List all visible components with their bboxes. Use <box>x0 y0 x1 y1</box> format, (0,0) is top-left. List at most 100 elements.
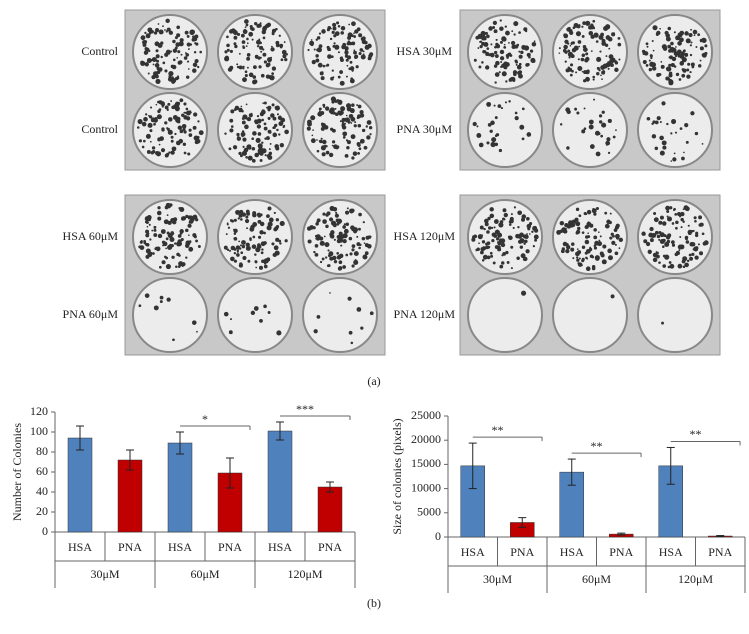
colony <box>140 35 146 41</box>
x-tick-label: PNA <box>218 540 242 554</box>
colony <box>279 45 283 49</box>
colony <box>336 99 340 103</box>
colony <box>164 29 166 31</box>
colony <box>143 116 148 122</box>
colony <box>245 209 250 214</box>
colony <box>641 49 646 54</box>
colony <box>330 234 335 239</box>
colony <box>311 134 314 137</box>
colony <box>325 65 328 67</box>
colony <box>510 245 514 249</box>
colony <box>256 114 260 118</box>
colony <box>320 145 326 151</box>
colony <box>477 47 480 49</box>
colony <box>332 206 338 212</box>
error-bar <box>716 535 725 538</box>
colony <box>673 152 676 155</box>
colony <box>229 118 234 123</box>
colony <box>659 135 664 141</box>
colony <box>349 66 355 71</box>
colony <box>159 295 164 300</box>
colony <box>481 61 484 64</box>
colony <box>268 217 274 223</box>
colony <box>583 127 587 131</box>
colony <box>157 23 160 25</box>
colony <box>270 56 273 59</box>
colony <box>244 73 248 78</box>
colony <box>578 214 582 218</box>
colony <box>244 218 250 224</box>
y-tick-label: 40 <box>36 484 48 498</box>
colony <box>331 129 335 132</box>
colony <box>155 54 160 59</box>
colony <box>144 31 147 35</box>
colony <box>243 147 249 153</box>
colony <box>615 223 620 228</box>
colony <box>314 244 319 248</box>
colony <box>682 220 685 223</box>
colony <box>694 246 699 250</box>
colony <box>179 229 184 234</box>
colony <box>508 220 512 224</box>
colony <box>353 251 359 257</box>
colony <box>653 212 657 216</box>
colony <box>597 132 601 135</box>
colony <box>193 235 197 239</box>
colony <box>241 110 244 113</box>
colony <box>257 56 261 60</box>
colony <box>331 144 334 147</box>
colony <box>226 248 230 252</box>
colony <box>661 140 667 146</box>
colony <box>704 44 708 48</box>
colony <box>681 156 685 161</box>
colony <box>262 52 267 57</box>
colony <box>310 115 316 121</box>
colony <box>668 63 672 67</box>
colony <box>591 266 596 271</box>
colony <box>243 29 246 32</box>
colony <box>485 51 490 56</box>
colony <box>356 104 359 107</box>
colony <box>312 129 314 131</box>
colony <box>367 243 372 249</box>
colony <box>576 111 580 115</box>
colony <box>276 330 282 336</box>
colony <box>343 223 346 226</box>
colony <box>307 121 312 127</box>
well <box>467 277 543 353</box>
colony <box>170 135 174 139</box>
colony <box>614 251 619 256</box>
colony <box>364 251 369 256</box>
colony <box>254 21 258 26</box>
colony <box>331 69 334 72</box>
colony <box>157 233 163 239</box>
group-label: 30μM <box>90 567 119 581</box>
colony <box>512 226 515 230</box>
colony <box>607 248 612 254</box>
colony <box>354 121 357 124</box>
colony <box>197 245 201 248</box>
colony <box>240 263 243 266</box>
colony <box>479 225 484 230</box>
colony <box>357 152 360 155</box>
colony <box>226 48 230 52</box>
colony <box>664 30 669 35</box>
colony <box>659 150 665 156</box>
colony <box>692 63 695 66</box>
colony <box>526 233 528 235</box>
colony <box>147 125 150 128</box>
colony <box>256 124 262 129</box>
colony <box>176 33 181 38</box>
colony <box>184 30 189 35</box>
colony <box>486 241 491 246</box>
colony <box>351 244 356 248</box>
colony <box>157 137 161 141</box>
colony <box>647 249 652 254</box>
colony <box>485 65 490 70</box>
colony <box>497 241 499 243</box>
colony <box>484 222 489 227</box>
colony <box>593 32 599 38</box>
colony <box>166 108 169 111</box>
colony <box>499 26 504 31</box>
colony <box>495 133 500 137</box>
